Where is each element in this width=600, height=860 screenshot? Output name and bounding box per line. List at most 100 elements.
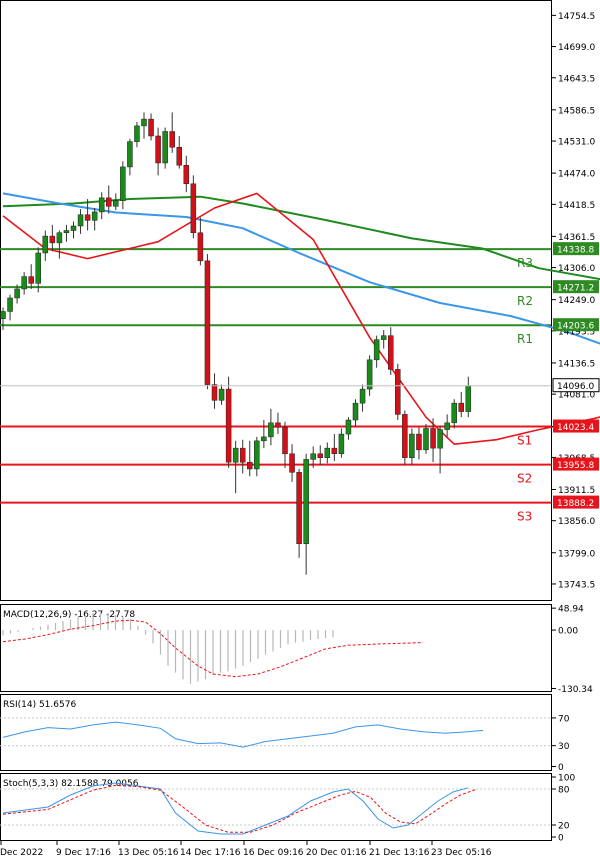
time-tick-label: 16 Dec 09:16 bbox=[243, 848, 304, 858]
level-name-label: R3 bbox=[517, 256, 533, 270]
price-tick-label: 14643.5 bbox=[558, 74, 595, 84]
ma-red-line bbox=[2, 192, 600, 445]
candle-body bbox=[127, 141, 133, 168]
price-tick-label: 13799.0 bbox=[558, 549, 595, 559]
candle-body bbox=[106, 197, 112, 207]
candle-body bbox=[239, 447, 246, 463]
level-price-label: 14338.8 bbox=[557, 246, 594, 256]
candle-body bbox=[232, 447, 239, 463]
support-resistance-levels bbox=[0, 248, 551, 504]
rsi-indicator: RSI(14) 51.6576 70 30 0 bbox=[0, 700, 570, 773]
candle-body bbox=[141, 118, 147, 127]
candle-body bbox=[35, 252, 41, 284]
candle-body bbox=[310, 453, 316, 460]
candle-body bbox=[49, 235, 56, 244]
candle-body bbox=[373, 339, 380, 361]
time-tick-label: 14 Dec 17:16 bbox=[180, 848, 241, 858]
price-tick-label: 14249.0 bbox=[558, 296, 595, 306]
price-tick-label: 14193.5 bbox=[558, 327, 595, 337]
candle-body bbox=[56, 232, 63, 244]
macd-label: MACD(12,26,9) -16.27 -27.78 bbox=[3, 610, 135, 620]
macd-signal-line bbox=[2, 619, 424, 678]
candle-body bbox=[465, 385, 472, 412]
stoch-indicator: Stoch(5,3,3) 82.1588 79.0056 100 80 20 0 bbox=[0, 774, 575, 844]
price-tick-label: 14361.5 bbox=[558, 233, 595, 243]
stoch-panel bbox=[0, 773, 552, 841]
moving-averages bbox=[2, 192, 600, 445]
candle-body bbox=[211, 384, 218, 401]
candle-body bbox=[380, 335, 387, 340]
price-tick-label: 14418.5 bbox=[558, 201, 595, 211]
level-name-label: R2 bbox=[517, 294, 533, 308]
candle-body bbox=[409, 433, 415, 458]
time-tick-label: 23 Dec 05:16 bbox=[431, 848, 492, 858]
level-price-label: 14023.4 bbox=[557, 423, 594, 433]
candle-body bbox=[261, 436, 267, 442]
candle-body bbox=[423, 428, 429, 451]
stoch-tick-label: 100 bbox=[558, 774, 575, 784]
candle-body bbox=[338, 433, 345, 455]
candle-body bbox=[120, 166, 126, 201]
candle-body bbox=[437, 429, 443, 449]
price-tick-label: 14699.0 bbox=[558, 43, 595, 53]
price-tick-label: 14136.5 bbox=[558, 359, 595, 369]
candle-body bbox=[303, 459, 309, 545]
candle-body bbox=[331, 447, 338, 455]
level-tag-s2 bbox=[553, 457, 599, 471]
level-tag-s1 bbox=[553, 419, 599, 433]
level-tag-r1 bbox=[553, 318, 599, 332]
candle-body bbox=[430, 428, 436, 449]
price-tick-label: 13856.0 bbox=[558, 517, 595, 527]
candle-body bbox=[28, 276, 34, 284]
price-tick-label: 14474.0 bbox=[558, 170, 595, 180]
stoch-label: Stoch(5,3,3) 82.1588 79.0056 bbox=[3, 779, 139, 789]
candle-body bbox=[155, 135, 161, 164]
candle-body bbox=[451, 402, 457, 424]
level-name-label: R1 bbox=[517, 332, 533, 346]
level-tag-s3 bbox=[553, 495, 599, 509]
price-tick-label: 14531.0 bbox=[558, 138, 595, 148]
macd-indicator: MACD(12,26,9) -16.27 -27.78 48.94 0.00 -130… bbox=[2, 605, 593, 695]
level-tag-r3 bbox=[553, 242, 599, 256]
macd-tick-label: -130.34 bbox=[558, 685, 593, 695]
time-axis: Dec 2022 9 Dec 17:16 13 Dec 05:16 14 Dec 17… bbox=[0, 841, 492, 858]
candle-body bbox=[296, 472, 302, 545]
candle-body bbox=[197, 232, 204, 262]
rsi-label: RSI(14) 51.6576 bbox=[3, 700, 76, 710]
candle-body bbox=[268, 422, 274, 438]
rsi-line bbox=[2, 721, 484, 748]
candle-body bbox=[324, 447, 331, 458]
candle-body bbox=[0, 311, 6, 320]
level-price-label: 14271.2 bbox=[557, 284, 594, 294]
price-tick-label: 13743.5 bbox=[558, 580, 595, 590]
candle-body bbox=[458, 402, 464, 412]
candle-body bbox=[70, 225, 77, 231]
candle-body bbox=[345, 419, 352, 435]
current-price-tag bbox=[552, 378, 600, 393]
candle-body bbox=[282, 427, 288, 455]
candle-body bbox=[14, 288, 20, 299]
time-tick-label: Dec 2022 bbox=[0, 848, 43, 858]
rsi-tick-label: 0 bbox=[558, 763, 564, 773]
stoch-main-line bbox=[2, 782, 469, 835]
candle-body bbox=[162, 131, 168, 164]
candle-body bbox=[169, 131, 175, 148]
level-price-label: 14203.6 bbox=[557, 322, 594, 332]
candle-body bbox=[98, 197, 105, 213]
ma-blue-line bbox=[2, 192, 600, 345]
price-tick-label: 13911.5 bbox=[558, 486, 595, 496]
candle-body bbox=[183, 164, 190, 185]
macd-panel bbox=[0, 604, 552, 692]
stoch-tick-label: 20 bbox=[558, 822, 570, 832]
current-price-label: 14096.0 bbox=[557, 382, 594, 392]
candle-body bbox=[416, 433, 422, 451]
price-tick-label: 14586.5 bbox=[558, 106, 595, 116]
candle-body bbox=[204, 260, 211, 385]
candle-body bbox=[444, 422, 450, 430]
candle-body bbox=[402, 414, 408, 458]
candle-body bbox=[352, 402, 359, 421]
candle-body bbox=[63, 230, 70, 233]
candle-body bbox=[254, 440, 260, 470]
candle-body bbox=[42, 235, 49, 254]
